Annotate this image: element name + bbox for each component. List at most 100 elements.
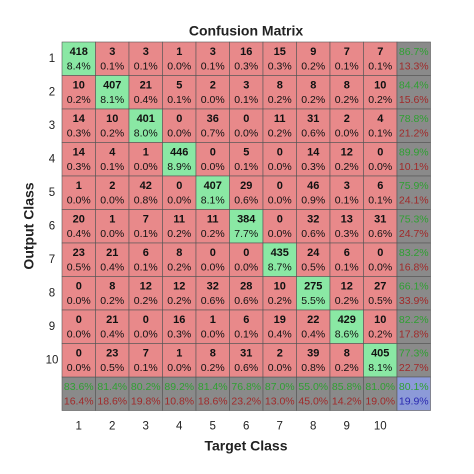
cell [262,75,297,110]
cell-top: 407 [204,180,222,192]
cell [61,309,96,344]
cell-bottom: 0.0% [67,329,91,341]
cell-top: 83.2% [399,247,429,259]
x-tick-label: 6 [243,421,249,433]
cell-bottom: 0.7% [201,128,225,140]
cell-top: 19 [274,314,286,326]
cell-top: 1 [143,146,149,158]
cell-top: 28 [240,280,252,292]
x-tick-label: 5 [210,421,216,433]
cell [195,343,230,378]
cell-top: 75.3% [399,213,429,225]
cell-top: 8 [310,79,316,91]
cell [195,276,230,311]
cell-bottom: 0.2% [167,295,191,307]
cell-top: 80.2% [131,381,161,393]
cell-bottom: 0.0% [67,362,91,374]
cell-bottom: 0.3% [301,161,325,173]
cell-top: 8 [344,347,350,359]
y-axis-label: Output Class [21,182,37,269]
cell-top: 8 [277,79,283,91]
cell-top: 1 [176,46,182,58]
cell-top: 5 [176,79,182,91]
x-tick-label: 8 [310,421,316,433]
cell-bottom: 0.4% [100,329,124,341]
cell-top: 2 [109,180,115,192]
cell [128,309,163,344]
cell-top: 2 [277,347,283,359]
cell-bottom: 0.6% [368,228,392,240]
cell [128,175,163,210]
cell-bottom: 0.6% [301,128,325,140]
cell-bottom: 0.8% [134,195,158,207]
cell [262,209,297,244]
cell [262,343,297,378]
cell-bottom: 0.2% [301,61,325,73]
cell-bottom: 21.2% [399,128,429,140]
cell-top: 31 [307,113,319,125]
cell [229,142,264,177]
cell-bottom: 5.5% [301,295,325,307]
cell [95,242,130,277]
cell-bottom: 0.5% [100,362,124,374]
cell-top: 0 [176,113,182,125]
cell-bottom: 10.1% [399,161,429,173]
cell [262,276,297,311]
cell [95,309,130,344]
cell-bottom: 0.0% [268,195,292,207]
cell [329,242,364,277]
cell-top: 11 [173,213,185,225]
cell-top: 31 [240,347,252,359]
y-tick-label: 7 [49,254,55,266]
cell-bottom: 0.3% [67,128,91,140]
cell-top: 2 [344,113,350,125]
cell-top: 82.2% [399,314,429,326]
cell-bottom: 16.8% [399,262,429,274]
cell-bottom: 0.5% [301,262,325,274]
cell-top: 0 [76,347,82,359]
cell-top: 11 [207,213,219,225]
cell [329,309,364,344]
cell-top: 6 [243,314,249,326]
cell-top: 435 [271,247,289,259]
cell-top: 6 [377,180,383,192]
cell-bottom: 0.0% [268,362,292,374]
cell-top: 0 [76,280,82,292]
cell-bottom: 15.6% [399,94,429,106]
cell-bottom: 0.0% [167,61,191,73]
cell [296,309,331,344]
cell [329,75,364,110]
cell-bottom: 7.7% [234,228,258,240]
cell-bottom: 0.2% [368,94,392,106]
cell-bottom: 0.1% [134,61,158,73]
cell-top: 12 [341,146,353,158]
cell-bottom: 0.6% [301,228,325,240]
cell-bottom: 0.6% [234,295,258,307]
cell [229,175,264,210]
cell-bottom: 0.2% [335,94,359,106]
cell-top: 0 [277,146,283,158]
cell [296,75,331,110]
cell-bottom: 24.7% [399,228,429,240]
cell-top: 407 [103,79,121,91]
cell-bottom: 0.1% [234,161,258,173]
cell [396,343,431,378]
cell [61,343,96,378]
cell [61,108,96,143]
cell-bottom: 0.2% [335,362,359,374]
cell-bottom: 22.7% [399,362,429,374]
cell-top: 13 [341,213,353,225]
cell-bottom: 18.6% [97,396,127,408]
cell-bottom: 0.2% [201,362,225,374]
cell-bottom: 0.6% [234,195,258,207]
cell-bottom: 0.0% [268,228,292,240]
cell [61,242,96,277]
cell [262,242,297,277]
cell-top: 10 [374,79,386,91]
cell-top: 14 [307,146,320,158]
cell-top: 275 [304,280,322,292]
cell-bottom: 8.4% [67,61,91,73]
cell [162,343,197,378]
cell-top: 81.4% [97,381,127,393]
